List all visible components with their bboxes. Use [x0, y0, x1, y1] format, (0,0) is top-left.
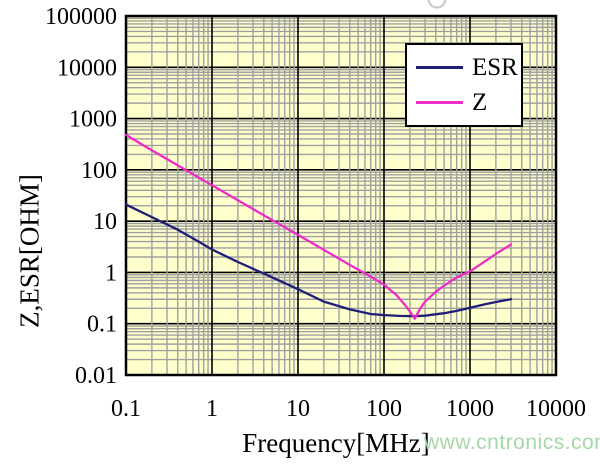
legend-label-esr: ESR	[472, 54, 518, 81]
y-tick-label: 0.1	[87, 312, 117, 338]
legend: ESR Z	[405, 43, 523, 127]
legend-item-z: Z	[416, 90, 521, 115]
y-tick-label: 100000	[45, 4, 117, 30]
y-tick-label: 100	[81, 158, 117, 184]
x-tick-label: 1	[206, 396, 218, 422]
x-tick-label: 10	[286, 396, 310, 422]
legend-item-esr: ESR	[416, 55, 521, 80]
legend-line-esr-icon	[416, 66, 463, 69]
y-axis-title: Z,ESR[OHM]	[14, 174, 45, 328]
series-line-z	[124, 133, 513, 320]
y-tick-label: 1	[105, 260, 117, 286]
x-tick-label: 10000	[526, 396, 586, 422]
y-tick-label: 10	[93, 209, 117, 235]
watermark-text: www.cntronics.com	[424, 431, 600, 454]
legend-line-z-icon	[416, 101, 463, 104]
x-tick-label: 100	[366, 396, 402, 422]
x-tick-label: 0.1	[111, 396, 141, 422]
x-tick-label: 1000	[446, 396, 494, 422]
y-tick-label: 10000	[57, 55, 117, 81]
legend-label-z: Z	[472, 89, 488, 116]
logo-watermark-arc	[427, 0, 447, 9]
series-line-esr	[124, 203, 513, 318]
y-tick-label: 0.01	[75, 363, 117, 389]
plot-border	[124, 14, 558, 377]
x-axis-title: Frequency[MHz]	[242, 428, 430, 458]
y-tick-label: 1000	[69, 107, 117, 133]
